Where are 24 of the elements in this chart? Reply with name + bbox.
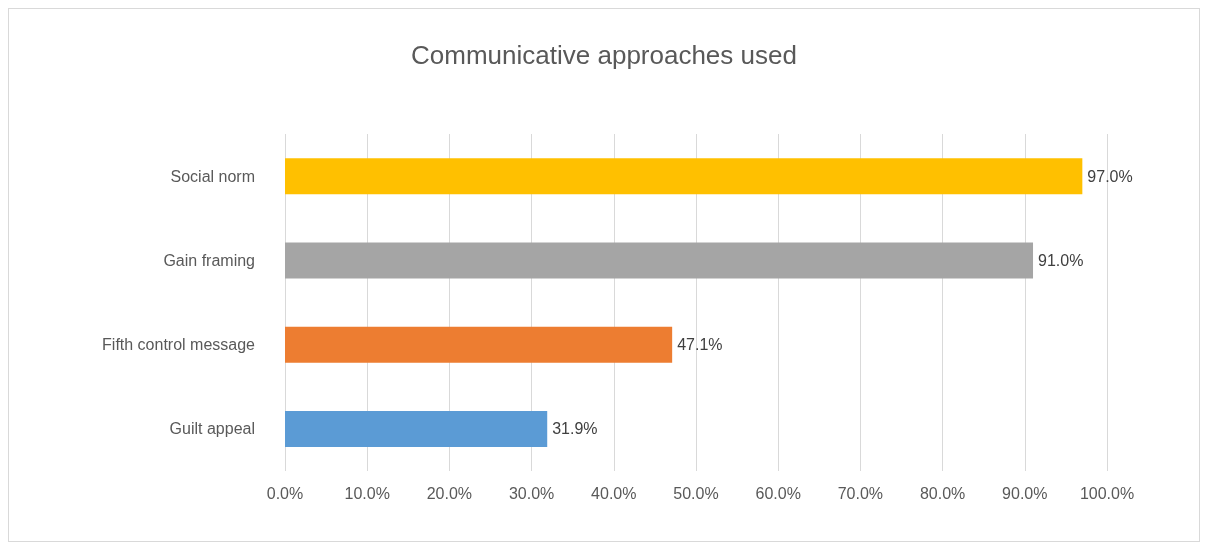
x-tick-label: 30.0% [508,484,555,502]
x-tick-label: 0.0% [266,484,304,502]
bar [285,242,1034,279]
data-label: 97.0% [1087,167,1133,185]
y-tick-label: Fifth control message [102,336,256,354]
bar [285,158,1083,195]
data-label: 91.0% [1038,251,1084,269]
x-tick-label: 60.0% [755,484,801,502]
x-tick-label: 40.0% [591,484,637,502]
chart-title: Communicative approaches used [411,40,797,70]
y-tick-label: Guilt appeal [169,420,255,438]
x-tick-label: 10.0% [344,484,390,502]
x-tick-label: 100.0% [1079,484,1135,502]
bar [285,410,548,447]
y-tick-label: Gain framing [163,251,255,269]
x-tick-label: 70.0% [837,484,884,502]
x-tick-label: 90.0% [1002,484,1048,502]
x-tick-label: 50.0% [673,484,719,502]
x-tick-label: 20.0% [426,484,473,502]
x-tick-label: 80.0% [919,484,966,502]
bar [285,326,673,363]
y-tick-label: Social norm [170,167,255,185]
data-label: 31.9% [552,420,598,438]
data-label: 47.1% [677,336,723,354]
